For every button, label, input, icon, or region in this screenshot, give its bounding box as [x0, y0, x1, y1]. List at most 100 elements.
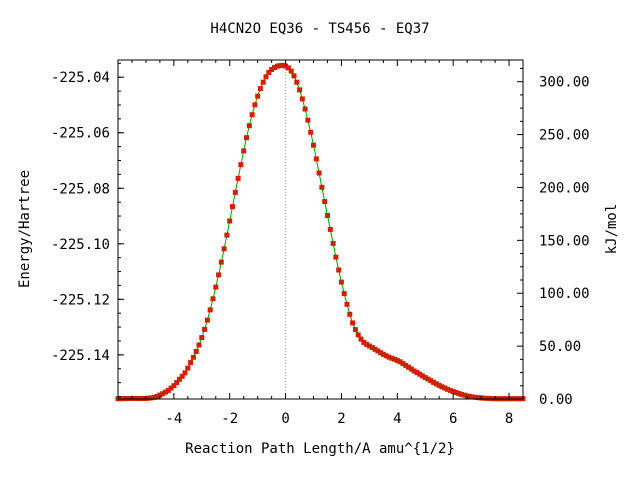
data-point: [425, 376, 431, 382]
data-point: [188, 360, 194, 366]
data-point: [146, 395, 152, 401]
data-point: [257, 86, 263, 92]
data-point: [246, 123, 252, 129]
x-tick-label: -4: [165, 411, 182, 427]
data-point: [380, 351, 386, 357]
x-tick-label: 0: [281, 411, 289, 427]
data-point: [179, 373, 185, 379]
data-point: [378, 350, 384, 356]
data-point: [316, 170, 322, 176]
data-point: [433, 381, 439, 387]
data-point: [327, 226, 333, 232]
data-point: [305, 117, 311, 123]
data-point: [283, 63, 289, 69]
y2-tick-label: 300.00: [539, 75, 590, 91]
data-point: [291, 73, 297, 79]
data-point: [445, 386, 451, 392]
data-point: [397, 359, 403, 365]
data-point: [364, 341, 370, 347]
data-point: [447, 387, 453, 393]
data-point: [227, 218, 233, 224]
data-point: [216, 272, 222, 278]
y2-axis-label: kJ/mol: [604, 204, 620, 255]
data-point: [202, 326, 208, 332]
data-point: [165, 387, 171, 393]
data-point: [389, 355, 395, 361]
data-point: [241, 148, 247, 154]
data-point: [193, 349, 199, 354]
data-point: [439, 384, 445, 390]
data-point: [163, 389, 168, 395]
data-point: [322, 199, 328, 205]
y-tick-label: -225.06: [51, 126, 110, 142]
data-point: [269, 67, 275, 72]
data-point: [442, 385, 448, 391]
data-point: [221, 246, 227, 252]
data-point: [196, 342, 202, 348]
data-point: [369, 345, 375, 350]
data-point: [459, 391, 465, 397]
data-point: [394, 357, 400, 363]
data-point: [204, 317, 210, 323]
data-point: [160, 391, 166, 397]
data-point: [263, 74, 269, 80]
data-point: [190, 354, 196, 360]
y2-tick-label: 200.00: [539, 180, 590, 196]
data-point: [461, 392, 467, 398]
axes: -4 -2 0 2 4 6 8 -225.04 -225.06 -225.08 -225.10 -22…: [51, 59, 590, 427]
y2-tick-label: 100.00: [539, 286, 590, 302]
y-tick-label: -225.14: [51, 348, 110, 364]
data-point: [386, 354, 392, 360]
data-point: [297, 87, 303, 93]
data-point: [299, 96, 305, 102]
data-point: [294, 79, 300, 85]
data-point: [238, 162, 244, 168]
data-point: [174, 380, 180, 386]
data-point: [266, 70, 272, 75]
data-point: [422, 375, 428, 381]
y2-tick-label: 0.00: [539, 392, 573, 408]
y2-tick-label: 50.00: [539, 339, 581, 355]
data-point: [361, 339, 367, 345]
y2-tick-label: 250.00: [539, 128, 590, 144]
y-tick-label: -225.04: [51, 70, 110, 86]
data-point: [182, 370, 188, 376]
data-point: [336, 267, 342, 273]
data-point: [366, 343, 372, 349]
data-point: [151, 394, 157, 400]
data-point: [350, 320, 356, 326]
y-tick-label: -225.08: [51, 181, 110, 197]
data-point: [171, 383, 177, 389]
data-point: [414, 370, 420, 375]
data-point: [244, 135, 249, 141]
x-tick-label: 6: [449, 411, 457, 427]
data-point: [210, 296, 216, 302]
data-point: [411, 368, 417, 374]
data-point: [230, 204, 235, 210]
data-point: [330, 240, 336, 246]
data-point: [224, 232, 230, 238]
data-point: [132, 395, 138, 401]
data-point: [392, 356, 397, 362]
data-point: [213, 284, 219, 290]
data-point: [456, 391, 462, 396]
x-axis-label: Reaction Path Length/A amu^{1/2}: [185, 441, 455, 457]
data-point: [355, 332, 361, 338]
data-point: [252, 102, 258, 108]
x-tick-label: 8: [505, 411, 513, 427]
data-point: [288, 68, 294, 74]
data-point: [464, 393, 470, 399]
data-point: [341, 291, 347, 297]
data-point: [325, 213, 330, 218]
data-point: [271, 65, 277, 70]
data-point: [168, 385, 174, 391]
data-point: [408, 366, 414, 372]
energy-curve: [118, 64, 523, 400]
data-point: [302, 106, 308, 112]
y-axis-label: Energy/Hartree: [17, 170, 33, 288]
data-point: [383, 353, 389, 359]
data-point: [358, 336, 364, 342]
data-point: [255, 93, 261, 99]
data-point: [274, 63, 280, 69]
data-point: [338, 279, 344, 285]
